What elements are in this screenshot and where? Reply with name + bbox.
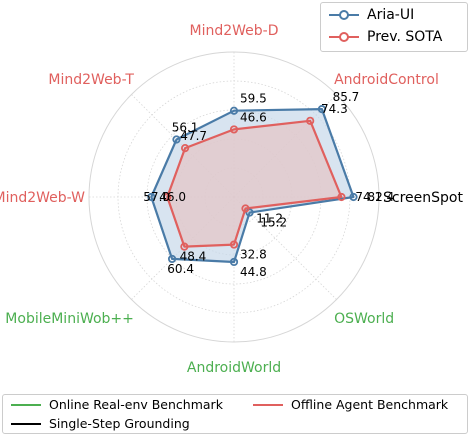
- aria-ui-swatch: [329, 8, 359, 22]
- point-prev-sota-androidworld: [229, 240, 239, 249]
- series-legend: Aria-UI Prev. SOTA: [320, 2, 468, 52]
- axis-label-screenspot: ScreenSpot: [383, 190, 463, 206]
- value-label-prev-sota-mobileminiwob: 48.4: [180, 250, 207, 264]
- value-label-prev-sota-screenspot: 74.1: [355, 190, 382, 204]
- point-prev-sota-mind2web-w: [163, 192, 172, 202]
- point-prev-sota-mobileminiwob: [180, 242, 189, 251]
- value-label-aria-ui-androidcontrol: 85.7: [333, 90, 360, 104]
- value-label-aria-ui-screenspot: 82.4: [368, 190, 395, 204]
- value-label-aria-ui-mind2web-t: 56.1: [172, 121, 199, 135]
- series-area-prev-sota: [166, 119, 343, 248]
- point-prev-sota-osworld: [241, 204, 250, 213]
- legend-item-offline: Offline Agent Benchmark: [253, 397, 448, 412]
- legend-item-online: Online Real-env Benchmark: [11, 397, 223, 412]
- series-points: [147, 105, 358, 267]
- value-label-prev-sota-osworld: 11.2: [256, 212, 283, 226]
- legend-label-prev-sota: Prev. SOTA: [367, 29, 443, 45]
- legend-label-single-step: Single-Step Grounding: [49, 416, 190, 431]
- point-aria-ui-screenspot: [349, 192, 358, 202]
- group-legend: Online Real-env Benchmark Offline Agent …: [2, 394, 468, 434]
- point-prev-sota-androidcontrol: [306, 116, 315, 125]
- point-prev-sota-mind2web-d: [229, 125, 239, 134]
- value-label-aria-ui-mind2web-w: 57.0: [143, 190, 170, 204]
- axis-label-androidworld: AndroidWorld: [187, 360, 281, 376]
- axis-label-mobileminiwob: MobileMiniWob++: [5, 311, 134, 327]
- value-label-aria-ui-osworld: 15.2: [260, 216, 287, 230]
- axis-label-osworld: OSWorld: [334, 311, 394, 327]
- value-label-prev-sota-mind2web-t: 47.7: [180, 129, 207, 143]
- value-label-prev-sota-mind2web-d: 46.6: [240, 110, 267, 124]
- legend-label-aria-ui: Aria-UI: [367, 7, 415, 23]
- point-aria-ui-mind2web-t: [172, 135, 181, 144]
- series-areas: [150, 107, 355, 264]
- value-label-aria-ui-mobileminiwob: 60.4: [167, 262, 194, 276]
- value-label-prev-sota-androidcontrol: 74.3: [321, 102, 348, 116]
- point-aria-ui-osworld: [245, 208, 254, 217]
- legend-label-offline: Offline Agent Benchmark: [291, 397, 449, 412]
- point-aria-ui-mobileminiwob: [167, 254, 177, 264]
- point-aria-ui-mind2web-w: [147, 192, 156, 202]
- value-labels: 59.5 85.7 82.4 15.2 44.8 60.4 57.0 56.1 46.6 74.3…: [143, 90, 394, 279]
- prev-sota-swatch: [329, 30, 359, 44]
- offline-swatch: [253, 398, 283, 412]
- axis-label-mind2web-d: Mind2Web-D: [190, 23, 279, 39]
- legend-item-prev-sota: Prev. SOTA: [329, 29, 442, 45]
- legend-item-single-step: Single-Step Grounding: [11, 416, 190, 431]
- value-label-prev-sota-mind2web-w: 46.0: [159, 190, 186, 204]
- point-aria-ui-androidworld: [229, 257, 239, 267]
- value-label-prev-sota-androidworld: 32.8: [240, 248, 267, 262]
- online-swatch: [11, 398, 41, 412]
- point-prev-sota-mind2web-t: [180, 143, 190, 153]
- axis-label-mind2web-w: Mind2Web-W: [0, 190, 85, 206]
- legend-label-online: Online Real-env Benchmark: [49, 397, 223, 412]
- single-step-swatch: [11, 417, 41, 431]
- value-label-aria-ui-mind2web-d: 59.5: [240, 92, 267, 106]
- axis-labels: Mind2Web-D AndroidControl ScreenSpot OSWorl…: [0, 23, 463, 376]
- point-prev-sota-screenspot: [337, 192, 346, 202]
- point-aria-ui-androidcontrol: [317, 105, 326, 114]
- axis-label-androidcontrol: AndroidControl: [334, 72, 439, 88]
- point-aria-ui-mind2web-d: [229, 106, 239, 115]
- legend-item-aria-ui: Aria-UI: [329, 7, 414, 23]
- value-label-aria-ui-androidworld: 44.8: [240, 265, 267, 279]
- axis-label-mind2web-t: Mind2Web-T: [48, 72, 134, 88]
